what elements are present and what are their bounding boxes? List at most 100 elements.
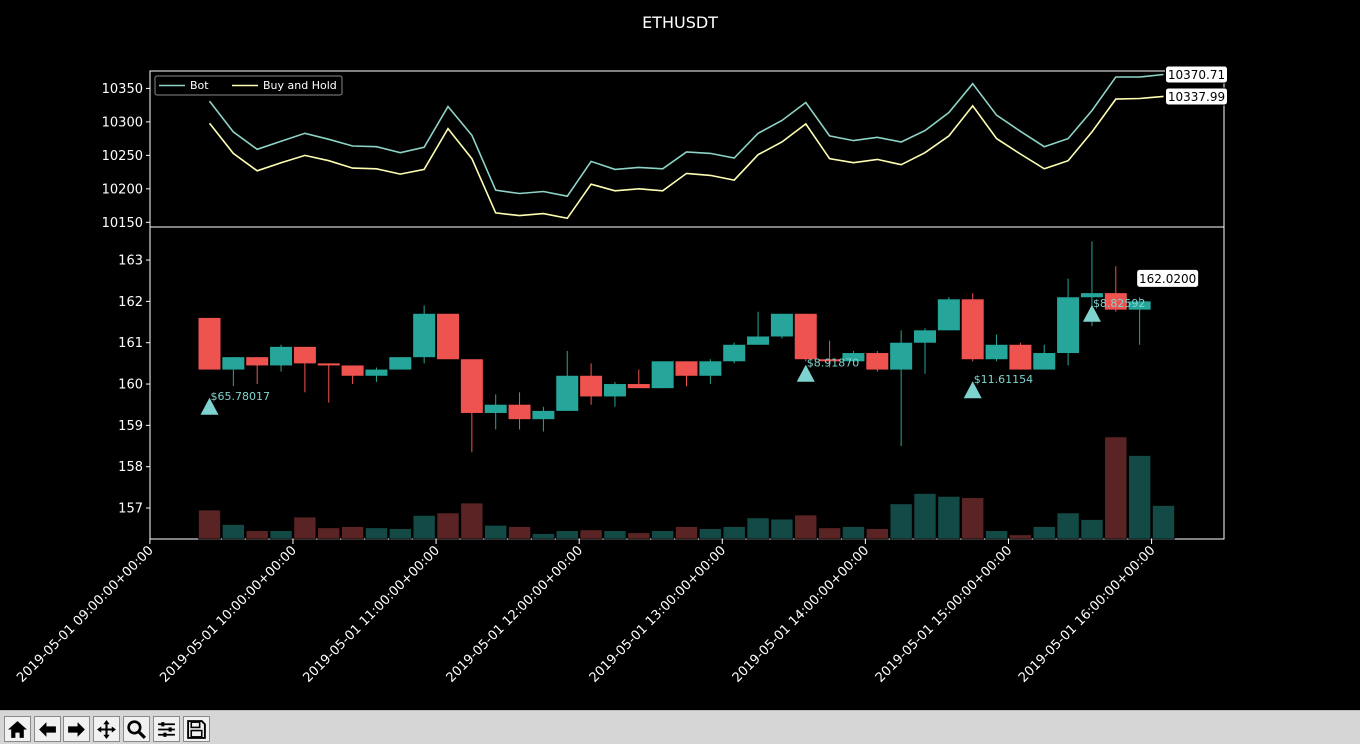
volume-bar bbox=[412, 515, 436, 540]
volume-bar bbox=[913, 493, 937, 540]
candle-body bbox=[1080, 293, 1103, 298]
candle-body bbox=[914, 330, 936, 343]
x-tick-label: 2019-05-01 09:00:00+00:00 bbox=[14, 543, 156, 685]
x-tick-label: 2019-05-01 13:00:00+00:00 bbox=[587, 543, 729, 685]
volume-bar bbox=[985, 530, 1008, 540]
back-button[interactable] bbox=[34, 716, 61, 742]
net-worth-panel: 10150 10200 10250 10300 10350 10370.71 10337.9… bbox=[102, 65, 1228, 231]
volume-bar bbox=[1128, 455, 1151, 540]
candle-body bbox=[842, 353, 865, 362]
candle-body bbox=[341, 365, 364, 376]
candle-body bbox=[937, 299, 960, 331]
x-tick-label: 2019-05-01 16:00:00+00:00 bbox=[1016, 543, 1158, 685]
home-button[interactable] bbox=[4, 716, 31, 742]
x-tick-label: 2019-05-01 11:00:00+00:00 bbox=[300, 543, 442, 685]
candle-body bbox=[961, 299, 984, 360]
zoom-button[interactable] bbox=[123, 716, 150, 742]
volume-bar bbox=[627, 532, 651, 540]
series-line-buy-and-hold bbox=[208, 95, 1164, 220]
candle-body bbox=[508, 404, 531, 420]
volume-bar bbox=[532, 533, 555, 540]
candle-body bbox=[699, 361, 722, 376]
navigation-toolbar bbox=[0, 710, 1360, 744]
candle-body bbox=[603, 384, 626, 397]
candle-body bbox=[437, 313, 459, 360]
volume-bar bbox=[269, 530, 293, 540]
candle-body bbox=[1128, 301, 1151, 310]
volume-bar bbox=[675, 526, 698, 540]
candle-body bbox=[818, 359, 841, 362]
x-tick-label: 2019-05-01 14:00:00+00:00 bbox=[730, 543, 872, 685]
y-tick-label: 163 bbox=[118, 254, 143, 269]
volume-bar bbox=[603, 530, 627, 540]
candle-body bbox=[1057, 297, 1080, 354]
volume-bar bbox=[937, 496, 961, 540]
forward-button[interactable] bbox=[63, 716, 90, 742]
volume-bar bbox=[365, 527, 388, 540]
y-tick-label: 157 bbox=[118, 502, 143, 517]
last-price-label: 162.0200 bbox=[1139, 272, 1196, 286]
volume-bar bbox=[889, 503, 913, 540]
volume-bar bbox=[245, 530, 269, 540]
candle-body bbox=[556, 375, 579, 411]
x-tick-label: 2019-05-01 15:00:00+00:00 bbox=[873, 543, 1015, 685]
candle-body bbox=[484, 404, 507, 413]
pan-button[interactable] bbox=[93, 716, 120, 742]
candle-body bbox=[580, 375, 603, 397]
candle-body bbox=[317, 363, 340, 366]
last-value-box bbox=[1165, 87, 1228, 106]
candle-body bbox=[293, 346, 316, 364]
last-value-label: 10370.71 bbox=[1168, 68, 1225, 82]
candle-body bbox=[532, 410, 555, 420]
pan-icon bbox=[97, 719, 116, 739]
legend-label-bot: Bot bbox=[190, 79, 209, 92]
candle-body bbox=[1009, 344, 1032, 370]
save-button[interactable] bbox=[183, 716, 210, 742]
configure-button[interactable] bbox=[153, 716, 180, 742]
candle-body bbox=[365, 369, 388, 376]
volume-bar bbox=[865, 528, 889, 540]
y-tick-label: 10250 bbox=[102, 149, 143, 164]
chart-title: ETHUSDT bbox=[642, 13, 718, 32]
zoom-icon bbox=[127, 719, 147, 739]
candle-body bbox=[675, 361, 698, 376]
trade-amount-label: $65.78017 bbox=[211, 390, 271, 403]
buy-trade-marker bbox=[796, 364, 815, 382]
candle-body bbox=[198, 317, 221, 370]
candle-body bbox=[723, 344, 746, 362]
candle-body bbox=[413, 313, 436, 358]
last-value-label: 10337.99 bbox=[1168, 90, 1225, 104]
candle-body bbox=[270, 346, 293, 366]
y-tick-label: 158 bbox=[118, 460, 143, 475]
y-tick-label: 10150 bbox=[102, 216, 143, 231]
series-line-bot bbox=[208, 73, 1164, 198]
volume-bar bbox=[818, 527, 841, 540]
volume-bar bbox=[770, 518, 794, 540]
volume-bar bbox=[460, 502, 484, 540]
volume-bar bbox=[317, 527, 341, 540]
volume-bar bbox=[555, 530, 579, 540]
candle-body bbox=[1104, 293, 1127, 310]
trade-amount-label: $11.61154 bbox=[974, 373, 1033, 386]
trade-amount-label: $8.82592 bbox=[1093, 297, 1146, 310]
forward-icon bbox=[68, 721, 85, 737]
x-tick-label: 2019-05-01 10:00:00+00:00 bbox=[157, 543, 299, 685]
trade-amount-label: $8.91870 bbox=[807, 357, 860, 370]
volume-bar bbox=[1056, 512, 1080, 540]
y-tick-label: 10300 bbox=[102, 115, 143, 130]
configure-icon bbox=[158, 721, 175, 737]
candle-body bbox=[389, 357, 412, 370]
candle-body bbox=[890, 342, 913, 370]
volume-bar bbox=[961, 497, 985, 540]
last-value-box bbox=[1165, 65, 1228, 84]
volume-bar bbox=[579, 529, 603, 540]
volume-bar bbox=[1104, 436, 1128, 540]
volume-bar bbox=[794, 514, 818, 540]
x-tick-label: 2019-05-01 12:00:00+00:00 bbox=[444, 543, 586, 685]
back-icon bbox=[39, 721, 56, 737]
candle-body bbox=[747, 336, 770, 345]
volume-bar bbox=[436, 512, 460, 540]
candle-body bbox=[794, 313, 817, 360]
volume-bar bbox=[722, 526, 746, 540]
home-icon bbox=[8, 720, 27, 738]
